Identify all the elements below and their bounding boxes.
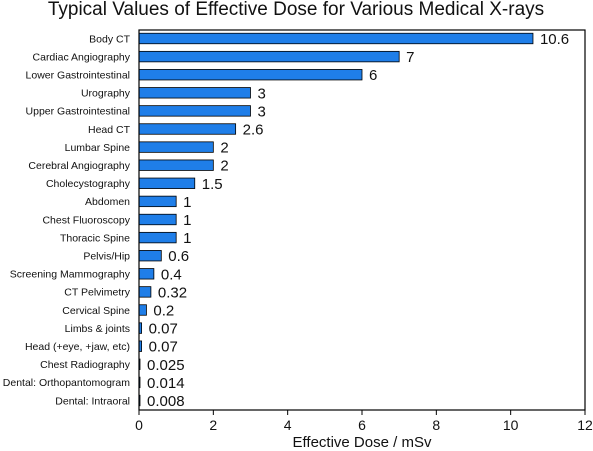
category-label: Head (+eye, +jaw, etc) xyxy=(25,341,130,353)
category-label: Dental: Orthopantomogram xyxy=(3,377,130,389)
category-label: Pelvis/Hip xyxy=(83,251,130,263)
bar xyxy=(138,213,177,226)
value-label: 2 xyxy=(220,140,228,157)
bar xyxy=(138,268,155,280)
category-label: Dental: Intraoral xyxy=(55,395,130,407)
value-label: 0.2 xyxy=(153,303,174,320)
bar xyxy=(138,87,251,99)
bar xyxy=(138,304,147,316)
x-axis-title: Effective Dose / mSv xyxy=(293,434,432,451)
bar xyxy=(138,286,152,298)
value-label: 10.6 xyxy=(540,31,569,48)
bar xyxy=(138,105,251,117)
x-axis-ticks: 0 2 4 6 8 10 12 xyxy=(135,410,593,433)
category-label: Head CT xyxy=(88,124,131,136)
bar xyxy=(138,159,214,171)
value-label: 0.025 xyxy=(147,357,185,374)
bar xyxy=(138,195,177,208)
x-tick-label: 2 xyxy=(209,417,217,433)
value-label: 0.6 xyxy=(168,248,189,265)
value-label: 0.4 xyxy=(161,266,182,283)
category-label: Lumbar Spine xyxy=(65,142,131,154)
bars-group xyxy=(138,32,534,407)
bar xyxy=(138,231,177,244)
x-tick-label: 0 xyxy=(135,417,143,433)
bar xyxy=(138,141,214,153)
value-labels: 10.676332.6221.51110.60.40.320.20.070.07… xyxy=(147,31,569,410)
value-label: 0.07 xyxy=(149,321,178,338)
category-label: Chest Radiography xyxy=(40,359,131,371)
value-label: 2 xyxy=(220,158,228,175)
category-label: Abdomen xyxy=(85,196,130,208)
value-label: 7 xyxy=(406,49,414,66)
bar xyxy=(138,177,196,189)
bar xyxy=(138,123,237,135)
value-label: 6 xyxy=(369,67,377,84)
x-tick-label: 10 xyxy=(503,417,519,433)
bar xyxy=(138,250,162,262)
category-label: Cerebral Angiography xyxy=(28,160,130,172)
value-label: 3 xyxy=(258,85,266,102)
x-tick-label: 4 xyxy=(284,417,292,433)
value-label: 0.014 xyxy=(147,375,185,392)
value-label: 3 xyxy=(258,103,266,120)
category-label: Cholecystography xyxy=(46,178,131,190)
value-label: 2.6 xyxy=(243,122,264,139)
category-label: Cardiac Angiography xyxy=(33,51,131,63)
plot-frame xyxy=(138,29,586,411)
value-label: 1 xyxy=(183,230,191,247)
bar xyxy=(138,32,534,45)
category-labels: Body CT Cardiac Angiography Lower Gastroin… xyxy=(3,33,131,407)
value-label: 1 xyxy=(183,194,191,211)
value-label: 0.008 xyxy=(147,393,185,410)
bar xyxy=(138,50,400,63)
category-label: CT Pelvimetry xyxy=(64,287,130,299)
value-label: 1 xyxy=(183,212,191,229)
value-label: 0.07 xyxy=(149,339,178,356)
category-label: Limbs & joints xyxy=(65,323,130,335)
category-label: Cervical Spine xyxy=(62,305,130,317)
category-label: Screening Mammography xyxy=(10,269,131,281)
value-label: 0.32 xyxy=(158,284,187,301)
category-label: Body CT xyxy=(89,33,130,45)
category-label: Chest Fluoroscopy xyxy=(42,214,130,226)
x-tick-label: 6 xyxy=(358,417,366,433)
category-label: Upper Gastrointestinal xyxy=(26,106,130,118)
category-label: Thoracic Spine xyxy=(60,232,130,244)
chart-title: Typical Values of Effective Dose for Var… xyxy=(48,0,544,20)
category-label: Urography xyxy=(81,88,131,100)
value-label: 1.5 xyxy=(202,176,223,193)
x-tick-label: 8 xyxy=(432,417,440,433)
category-label: Lower Gastrointestinal xyxy=(26,70,130,82)
bar xyxy=(138,69,363,81)
x-tick-label: 12 xyxy=(577,417,593,433)
